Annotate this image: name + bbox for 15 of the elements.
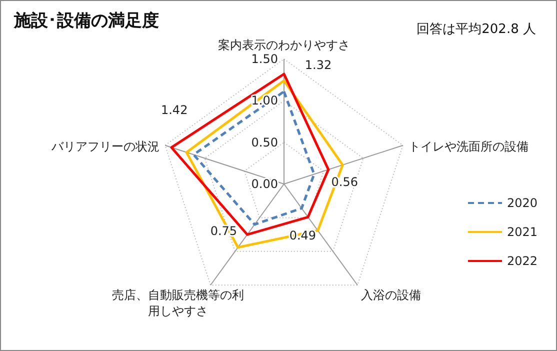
spoke-label: バリアフリーの状況 xyxy=(50,139,160,154)
spoke-label: トイレや洗面所の設備 xyxy=(408,139,529,154)
legend-label: 2021 xyxy=(507,225,538,239)
y-tick-label: 1.50 xyxy=(251,52,278,66)
spoke-label: 売店、自動販売機等の利用しやすさ xyxy=(112,288,244,318)
data-label: 1.42 xyxy=(160,102,188,117)
legend-label: 2020 xyxy=(507,196,538,210)
spoke-label: 案内表示のわかりやすさ xyxy=(218,38,350,52)
data-label: 1.32 xyxy=(304,58,332,72)
y-tick-label: 0.00 xyxy=(251,177,278,191)
y-tick-label: 0.50 xyxy=(251,135,278,150)
chart-title: 施設･設備の満足度 xyxy=(13,11,159,31)
legend-label: 2022 xyxy=(507,254,538,268)
spoke-label: 入浴の設備 xyxy=(361,288,421,302)
text: 回答は平均202.8 人 xyxy=(416,22,536,37)
